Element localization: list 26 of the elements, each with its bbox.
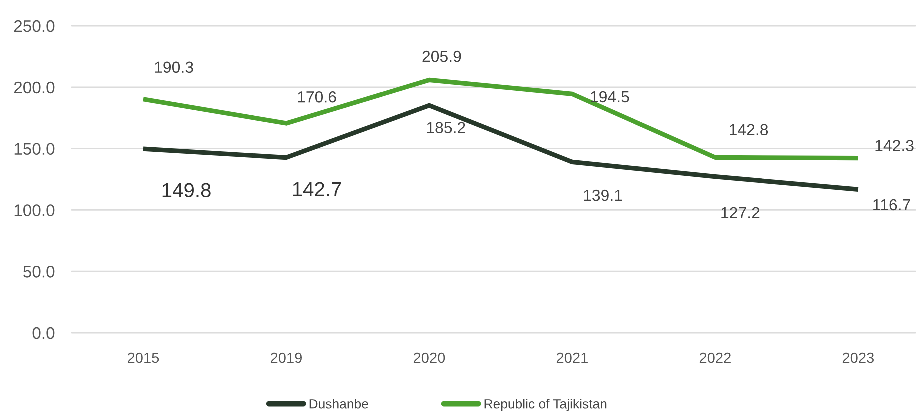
data-label: 149.8 — [162, 183, 211, 198]
data-label: 142.8 — [730, 124, 768, 136]
data-label: 127.2 — [722, 207, 760, 218]
x-tick-label: 2020 — [414, 352, 446, 364]
y-tick-label: 250.0 — [14, 20, 55, 32]
data-label: 194.5 — [591, 91, 630, 103]
data-label: 142.3 — [876, 140, 914, 152]
y-tick-label: 200.0 — [14, 82, 55, 94]
x-tick-label: 2021 — [556, 352, 588, 364]
x-tick-label: 2019 — [270, 352, 302, 364]
y-tick-label: 150.0 — [14, 143, 55, 156]
y-tick-label: 100.0 — [14, 204, 55, 216]
legend-label: Dushanbe — [310, 399, 368, 409]
x-tick-label: 2023 — [842, 352, 874, 364]
y-tick-label: 50.0 — [24, 266, 55, 278]
data-label: 116.7 — [874, 199, 910, 211]
data-label: 190.3 — [155, 62, 194, 74]
data-label: 205.9 — [422, 50, 462, 62]
data-label: 142.7 — [293, 182, 342, 196]
data-label: 185.2 — [427, 122, 466, 134]
x-tick-label: 2022 — [700, 352, 731, 364]
data-label: 170.6 — [298, 92, 336, 103]
data-label: 139.1 — [584, 190, 622, 202]
legend-label: Republic of Tajikistan — [484, 399, 607, 412]
x-tick-label: 2015 — [128, 352, 160, 364]
y-tick-label: 0.0 — [32, 327, 55, 340]
